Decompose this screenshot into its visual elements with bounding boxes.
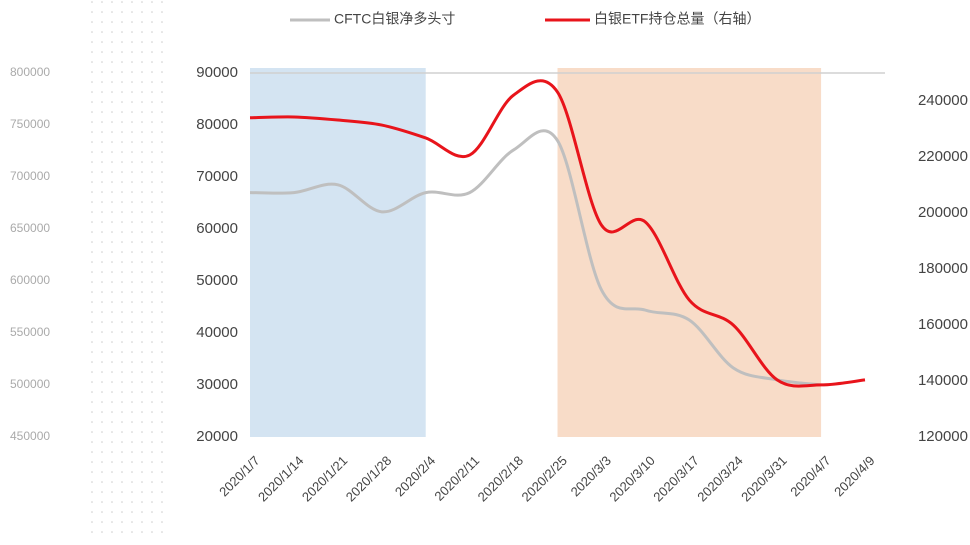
- bands: [250, 68, 822, 437]
- ghost-tick-label: 450000: [10, 429, 50, 443]
- x-tick-label: 2020/2/11: [431, 453, 482, 504]
- x-tick-label: 2020/1/21: [299, 453, 351, 505]
- x-tick-label: 2020/1/28: [343, 453, 395, 505]
- y-tick-label: 90000: [196, 64, 238, 81]
- ghost-tick-label: 800000: [10, 65, 50, 79]
- series-line: [249, 129, 822, 387]
- x-tick-label: 2020/3/10: [606, 453, 658, 505]
- x-tick-label: 2020/2/25: [519, 453, 571, 505]
- ghost-tick-label: 650000: [10, 221, 50, 235]
- x-tick-label: 2020/1/14: [255, 453, 307, 505]
- ghost-tick-label: 500000: [10, 377, 50, 391]
- legend-label: CFTC白银净多头寸: [334, 11, 455, 27]
- ghost-tick-label: 700000: [10, 169, 50, 183]
- shaded-range: [250, 68, 426, 437]
- y2-tick-label: 140000: [918, 372, 968, 389]
- y2-tick-label: 200000: [918, 204, 968, 221]
- y-tick-label: 60000: [196, 220, 238, 237]
- shaded-range: [557, 68, 822, 437]
- y-tick-label: 40000: [196, 324, 238, 341]
- y-tick-label: 20000: [196, 428, 238, 445]
- x-tick-label: 2020/3/17: [650, 453, 702, 505]
- y-tick-label: 50000: [196, 272, 238, 289]
- ghost-tick-label: 600000: [10, 273, 50, 287]
- x-tick-label: 2020/3/31: [738, 453, 790, 505]
- y-tick-label: 70000: [196, 168, 238, 185]
- y2-tick-label: 240000: [918, 92, 968, 109]
- y2-tick-label: 160000: [918, 316, 968, 333]
- x-tick-label: 2020/4/9: [831, 453, 877, 499]
- series-line: [249, 79, 866, 388]
- x-tick-label: 2020/4/7: [787, 453, 833, 499]
- y2-tick-label: 220000: [918, 148, 968, 165]
- ghost-tick-label: 750000: [10, 117, 50, 131]
- y2-tick-label: 180000: [918, 260, 968, 277]
- y-tick-label: 80000: [196, 116, 238, 133]
- y2-tick-label: 120000: [918, 428, 968, 445]
- x-tick-label: 2020/2/18: [475, 453, 527, 505]
- y-tick-label: 30000: [196, 376, 238, 393]
- x-tick-label: 2020/3/24: [694, 453, 746, 505]
- background-dots: [85, 0, 165, 540]
- legend-label: 白银ETF持仓总量（右轴）: [594, 11, 760, 27]
- ghost-tick-label: 550000: [10, 325, 50, 339]
